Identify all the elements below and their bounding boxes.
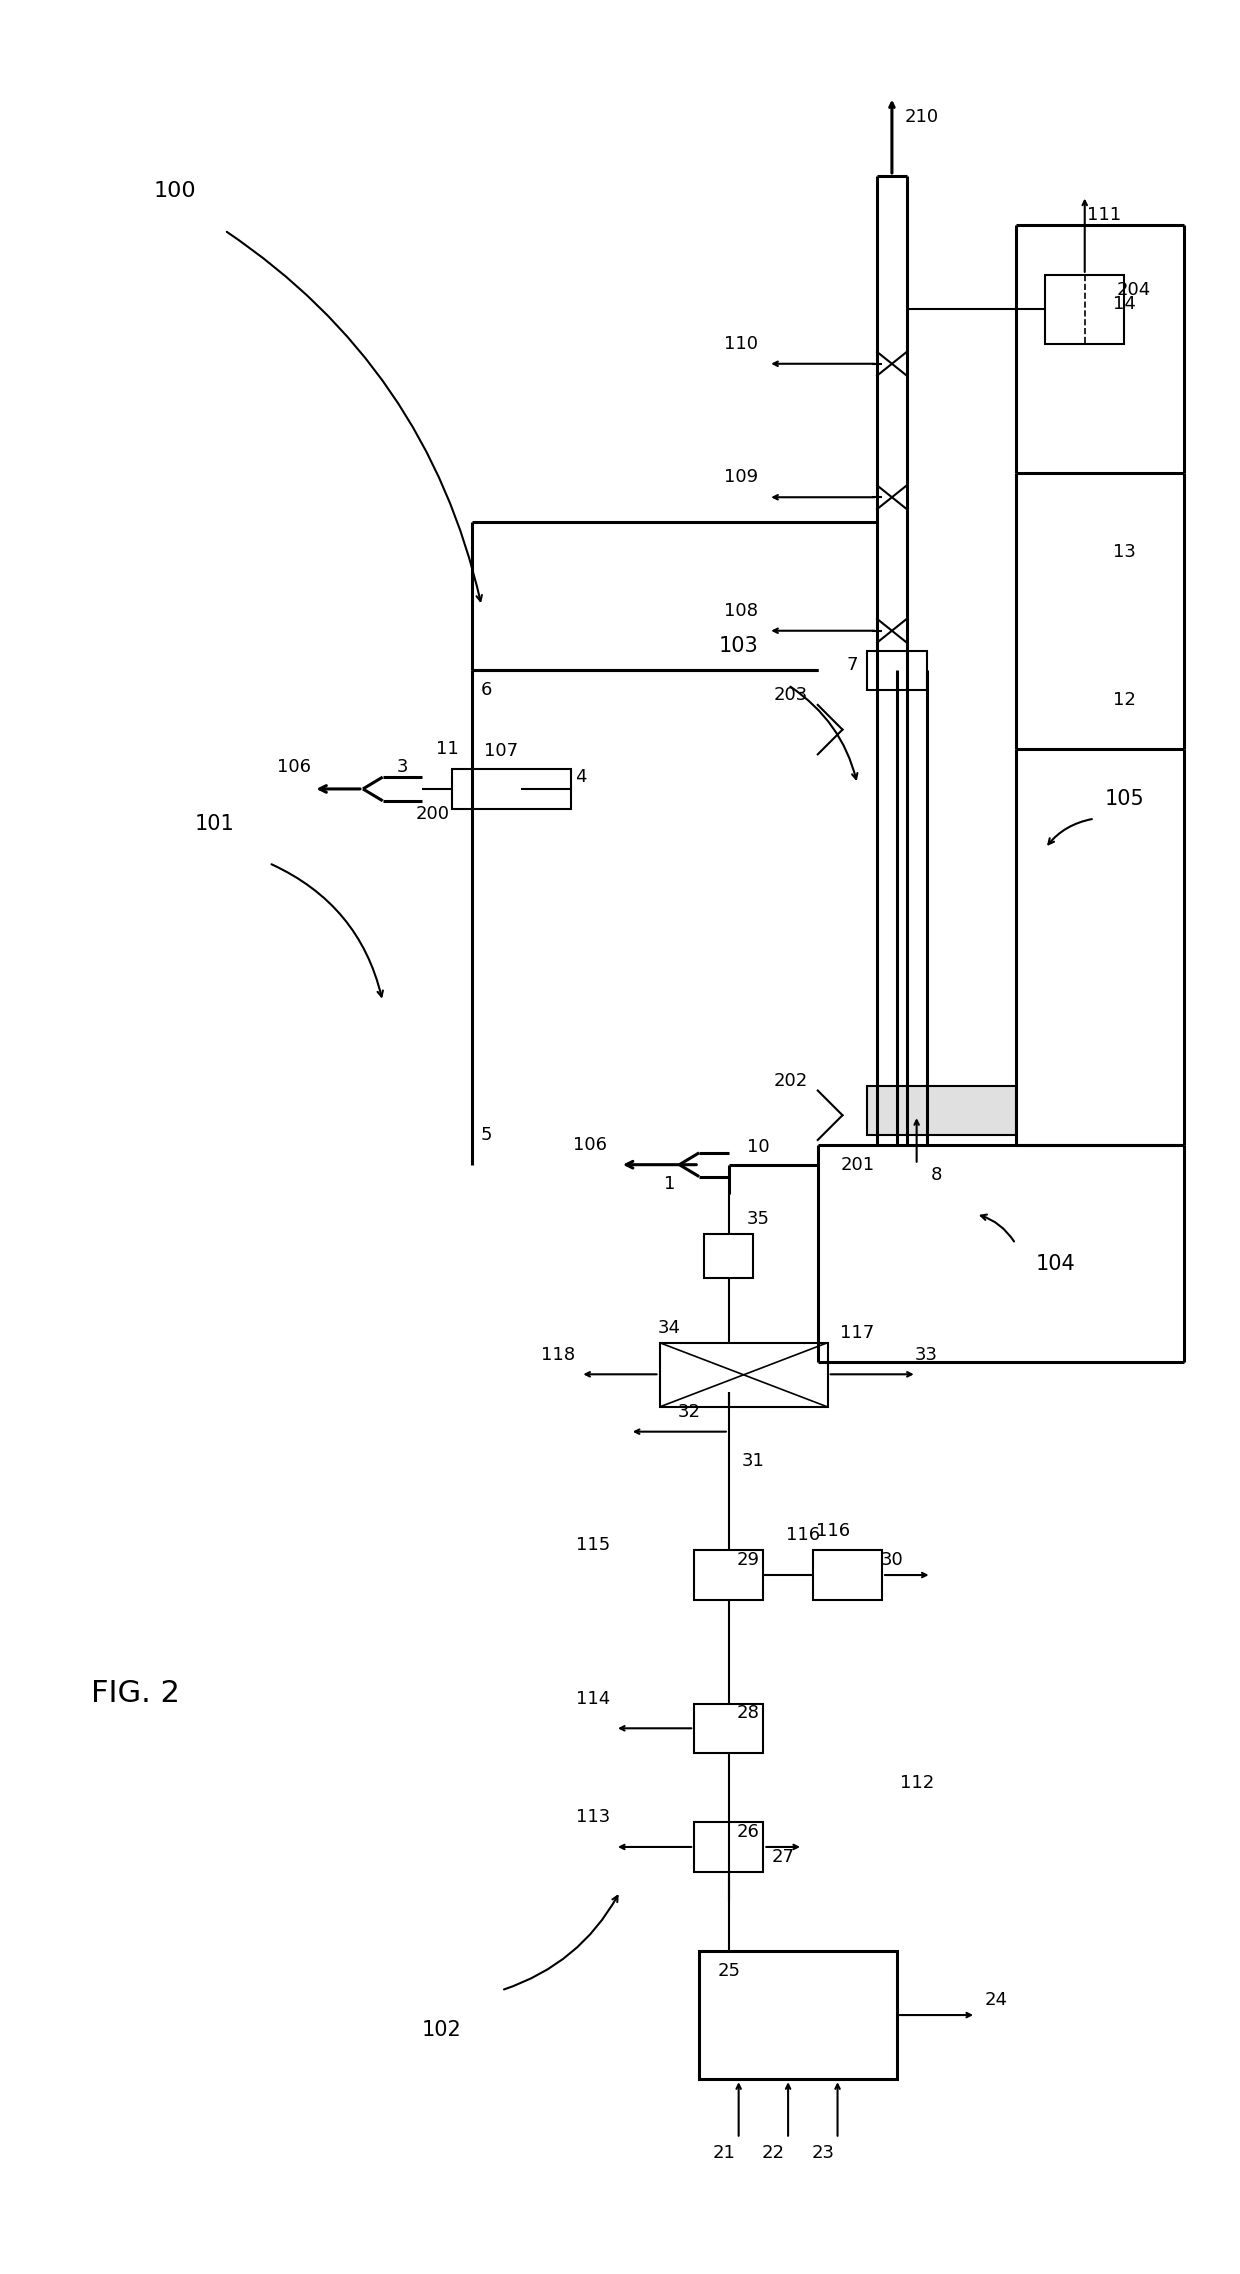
Text: 22: 22 [761, 2144, 785, 2163]
Text: 6: 6 [481, 680, 492, 698]
Bar [694, 1551, 764, 1599]
Text: 203: 203 [774, 687, 808, 705]
Text: 111: 111 [1087, 207, 1121, 225]
Text: 25: 25 [717, 1962, 740, 1981]
Bar [867, 650, 926, 689]
Text: 110: 110 [724, 334, 759, 352]
Text: 14: 14 [1112, 296, 1136, 314]
Text: 28: 28 [737, 1706, 760, 1721]
Bar [451, 769, 570, 810]
Text: 106: 106 [573, 1137, 608, 1153]
Text: 100: 100 [154, 180, 196, 200]
Text: 29: 29 [737, 1551, 760, 1569]
Text: 200: 200 [415, 805, 449, 823]
Text: 204: 204 [1117, 280, 1151, 298]
Text: 104: 104 [1035, 1253, 1075, 1273]
Text: 27: 27 [771, 1849, 795, 1867]
Text: 102: 102 [422, 2019, 461, 2040]
Text: 30: 30 [880, 1551, 903, 1569]
Text: 106: 106 [277, 757, 311, 775]
Text: 103: 103 [719, 634, 759, 655]
Text: 101: 101 [195, 814, 234, 835]
Text: 5: 5 [481, 1126, 492, 1144]
Text: 32: 32 [678, 1403, 701, 1421]
Text: 210: 210 [904, 107, 939, 125]
Text: 113: 113 [575, 1808, 610, 1826]
Text: 105: 105 [1105, 789, 1145, 810]
Text: 35: 35 [746, 1210, 770, 1228]
Text: 116: 116 [816, 1521, 849, 1539]
Bar [867, 1085, 1016, 1135]
Text: 7: 7 [847, 657, 858, 675]
Text: 201: 201 [841, 1155, 874, 1173]
Text: 4: 4 [574, 769, 587, 787]
Text: 21: 21 [713, 2144, 735, 2163]
Text: 114: 114 [575, 1690, 610, 1708]
Text: 116: 116 [786, 1526, 820, 1544]
Text: 12: 12 [1112, 691, 1136, 709]
Text: 26: 26 [737, 1824, 760, 1842]
Text: 112: 112 [899, 1774, 934, 1792]
Text: 33: 33 [915, 1346, 937, 1364]
Text: 117: 117 [841, 1323, 874, 1342]
Text: 107: 107 [485, 741, 518, 760]
Text: 31: 31 [742, 1453, 765, 1471]
Bar [699, 1951, 897, 2078]
Text: 115: 115 [575, 1537, 610, 1555]
Text: 108: 108 [724, 603, 759, 621]
Text: 24: 24 [985, 1992, 1007, 2010]
Text: 8: 8 [931, 1167, 942, 1182]
Text: 13: 13 [1112, 543, 1136, 562]
Text: 23: 23 [811, 2144, 835, 2163]
Text: 202: 202 [774, 1071, 808, 1089]
Bar [812, 1551, 882, 1599]
Text: 10: 10 [748, 1137, 770, 1155]
Bar [660, 1342, 827, 1408]
Bar [694, 1821, 764, 1872]
Text: FIG. 2: FIG. 2 [91, 1678, 180, 1708]
Bar [704, 1235, 754, 1278]
Text: 11: 11 [435, 741, 459, 760]
Text: 118: 118 [542, 1346, 575, 1364]
Text: 109: 109 [724, 468, 759, 487]
Bar [1045, 275, 1125, 343]
Text: 3: 3 [397, 757, 408, 775]
Text: 1: 1 [663, 1176, 675, 1194]
Bar [694, 1703, 764, 1753]
Text: 34: 34 [658, 1319, 681, 1337]
